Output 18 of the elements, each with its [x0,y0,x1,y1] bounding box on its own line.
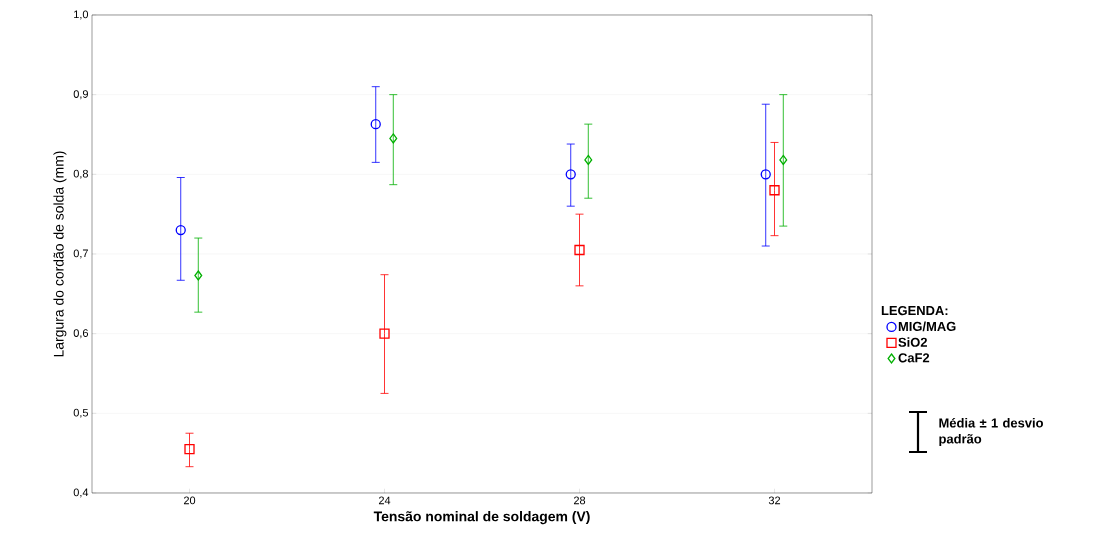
y-tick-label: 0,8 [73,169,89,179]
text: Média ± 1 desvio padrão [939,417,1043,447]
y-tick-label: 0,9 [73,90,88,100]
x-tick-label: 24 [378,496,391,505]
x-axis-title: Tensão nominal de soldagem (V) [373,511,590,525]
y-tick-label: 0,6 [73,329,89,339]
legend-label: CaF2 [898,353,930,363]
x-tick-label: 32 [768,496,781,505]
y-tick-label: 0,7 [73,249,88,259]
y-axis-title: Largura do cordão de solda (mm) [53,151,67,357]
x-tick-label: 28 [573,496,586,505]
y-tick-label: 1,0 [74,10,89,20]
legend-label: MIG/MAG [898,321,956,332]
legend-label: SiO2 [898,337,927,347]
y-tick-label: 0,4 [73,488,89,498]
legend-title: LEGENDA: [881,305,948,316]
x-tick-label: 20 [183,496,196,505]
y-tick-label: 0,5 [73,408,89,418]
